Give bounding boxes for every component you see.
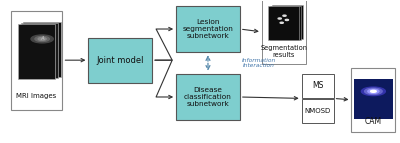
Text: Joint model: Joint model	[96, 56, 144, 65]
FancyBboxPatch shape	[354, 79, 393, 119]
Text: MS: MS	[312, 81, 323, 90]
Text: NMOSD: NMOSD	[304, 108, 331, 114]
Text: CAM: CAM	[365, 117, 382, 126]
FancyBboxPatch shape	[302, 74, 334, 98]
FancyBboxPatch shape	[268, 6, 300, 40]
FancyBboxPatch shape	[24, 22, 61, 78]
FancyBboxPatch shape	[262, 0, 306, 64]
Circle shape	[285, 19, 288, 20]
Text: MRI Images: MRI Images	[16, 93, 57, 99]
Circle shape	[283, 15, 286, 16]
FancyBboxPatch shape	[176, 6, 240, 52]
FancyBboxPatch shape	[270, 6, 302, 40]
Text: Information
Interaction: Information Interaction	[242, 58, 276, 68]
Text: Disease
classification
subnetwork: Disease classification subnetwork	[184, 87, 232, 107]
FancyBboxPatch shape	[302, 99, 334, 123]
Circle shape	[362, 87, 385, 96]
FancyBboxPatch shape	[352, 68, 395, 132]
FancyBboxPatch shape	[21, 23, 58, 79]
FancyBboxPatch shape	[88, 37, 152, 83]
FancyBboxPatch shape	[176, 74, 240, 120]
Text: Lesion
segmentation
subnetwork: Lesion segmentation subnetwork	[182, 19, 234, 39]
Circle shape	[377, 90, 384, 93]
Circle shape	[368, 89, 379, 93]
Circle shape	[35, 36, 49, 41]
Text: Segmentation
results: Segmentation results	[260, 45, 307, 58]
Circle shape	[365, 88, 382, 94]
FancyBboxPatch shape	[18, 24, 55, 79]
Text: A: A	[40, 36, 44, 41]
Circle shape	[363, 90, 370, 93]
FancyBboxPatch shape	[11, 11, 62, 110]
Circle shape	[278, 18, 281, 19]
Circle shape	[38, 37, 46, 40]
Circle shape	[371, 90, 376, 92]
Circle shape	[280, 22, 283, 23]
Circle shape	[31, 35, 53, 43]
FancyBboxPatch shape	[272, 5, 304, 39]
